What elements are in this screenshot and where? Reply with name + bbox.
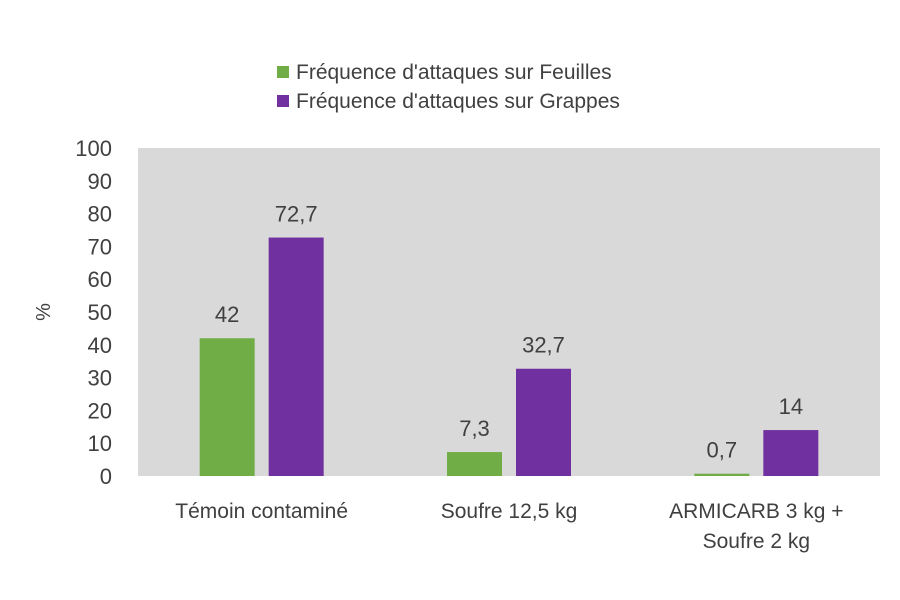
legend-label: Fréquence d'attaques sur Grappes bbox=[296, 90, 620, 113]
y-tick-label: 60 bbox=[88, 267, 112, 292]
data-label: 72,7 bbox=[275, 202, 318, 227]
bar-feuilles bbox=[694, 473, 750, 476]
data-label: 7,3 bbox=[459, 416, 490, 441]
bar-feuilles bbox=[447, 452, 502, 476]
y-tick-label: 30 bbox=[88, 366, 112, 391]
y-tick-label: 70 bbox=[88, 234, 112, 259]
legend: Fréquence d'attaques sur Feuilles Fréque… bbox=[277, 61, 620, 113]
bar-grappes bbox=[516, 368, 571, 476]
y-tick-label: 0 bbox=[100, 464, 112, 489]
bars: 42 72,7 7,3 32,7 0,7 14 bbox=[199, 202, 819, 476]
x-category-label: Soufre 2 kg bbox=[703, 530, 810, 553]
x-axis: Témoin contaminé Soufre 12,5 kg ARMICARB 3… bbox=[175, 500, 843, 553]
data-label: 14 bbox=[779, 394, 803, 419]
plot-area bbox=[138, 148, 880, 476]
bar-grappes bbox=[268, 237, 324, 476]
bar-grappes bbox=[763, 430, 819, 476]
data-label: 42 bbox=[215, 302, 239, 327]
y-tick-label: 50 bbox=[88, 300, 112, 325]
legend-swatch bbox=[277, 66, 289, 78]
data-label: 32,7 bbox=[522, 333, 565, 358]
legend-swatch bbox=[277, 95, 289, 107]
legend-label: Fréquence d'attaques sur Feuilles bbox=[296, 61, 612, 84]
y-tick-label: 40 bbox=[88, 333, 112, 358]
y-tick-label: 100 bbox=[75, 136, 112, 161]
y-tick-label: 80 bbox=[88, 202, 112, 227]
y-axis-label: % bbox=[33, 303, 55, 321]
y-tick-label: 90 bbox=[88, 169, 112, 194]
x-category-label: ARMICARB 3 kg + bbox=[669, 500, 843, 523]
y-axis: 0 10 20 30 40 50 60 70 80 90 100 bbox=[75, 136, 112, 489]
x-category-label: Témoin contaminé bbox=[175, 500, 348, 523]
bar-feuilles bbox=[199, 338, 255, 476]
x-category-label: Soufre 12,5 kg bbox=[441, 500, 578, 523]
y-tick-label: 20 bbox=[88, 398, 112, 423]
y-tick-label: 10 bbox=[88, 431, 112, 456]
data-label: 0,7 bbox=[707, 438, 738, 463]
